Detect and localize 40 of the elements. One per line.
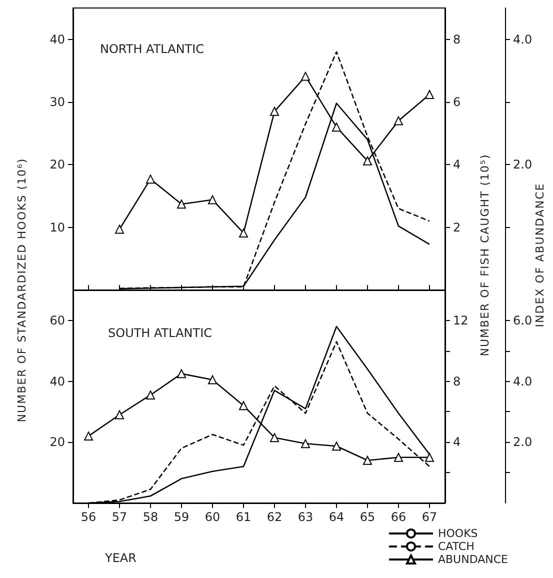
x-tick-label: 56 bbox=[80, 510, 96, 524]
x-tick-label: 61 bbox=[236, 510, 252, 524]
y3-axis-title: INDEX OF ABUNDANCE bbox=[534, 182, 546, 328]
x-tick-label: 67 bbox=[422, 510, 438, 524]
x-tick-label: 57 bbox=[112, 510, 128, 524]
x-axis-title: YEAR bbox=[104, 551, 136, 565]
y2-tick-label: 8 bbox=[453, 374, 461, 388]
x-tick-label: 63 bbox=[298, 510, 314, 524]
y-tick-label: 10 bbox=[50, 220, 65, 234]
y-tick-label: 40 bbox=[50, 374, 65, 388]
y-tick-label: 20 bbox=[50, 435, 65, 450]
y-axis-title: NUMBER OF STANDARDIZED HOOKS (10⁶) bbox=[16, 158, 28, 422]
y3-tick-label: 4.0 bbox=[513, 32, 532, 46]
y2-tick-label: 4 bbox=[453, 158, 461, 172]
legend-label: HOOKS bbox=[438, 527, 478, 540]
y-tick-label: 60 bbox=[50, 313, 65, 328]
y2-tick-label: 6 bbox=[453, 95, 461, 109]
x-tick-label: 59 bbox=[174, 510, 190, 524]
y2-tick-label: 4 bbox=[453, 435, 461, 450]
x-tick-label: 65 bbox=[360, 510, 376, 524]
legend-label: ABUNDANCE bbox=[438, 553, 508, 566]
y-tick-label: 20 bbox=[50, 158, 65, 172]
y3-tick-label: 2.0 bbox=[513, 158, 532, 172]
x-tick-label: 58 bbox=[142, 510, 158, 524]
y3-tick-label: 6.0 bbox=[513, 313, 532, 328]
y2-tick-label: 12 bbox=[453, 313, 468, 328]
x-tick-label: 64 bbox=[328, 510, 344, 524]
x-tick-label: 60 bbox=[204, 510, 220, 524]
y2-tick-label: 2 bbox=[453, 220, 461, 234]
x-tick-label: 66 bbox=[390, 510, 406, 524]
y2-tick-label: 8 bbox=[453, 32, 461, 46]
x-tick-label: 62 bbox=[266, 510, 282, 524]
y-tick-label: 30 bbox=[50, 95, 65, 109]
legend-label: CATCH bbox=[438, 540, 474, 553]
y3-tick-label: 2.0 bbox=[513, 435, 532, 450]
y2-axis-title: NUMBER OF FISH CAUGHT (10⁵) bbox=[478, 154, 492, 356]
y3-tick-label: 4.0 bbox=[513, 374, 532, 388]
text: NORTH ATLANTIC bbox=[100, 42, 204, 56]
y-tick-label: 40 bbox=[50, 32, 65, 46]
text: SOUTH ATLANTIC bbox=[108, 326, 212, 340]
